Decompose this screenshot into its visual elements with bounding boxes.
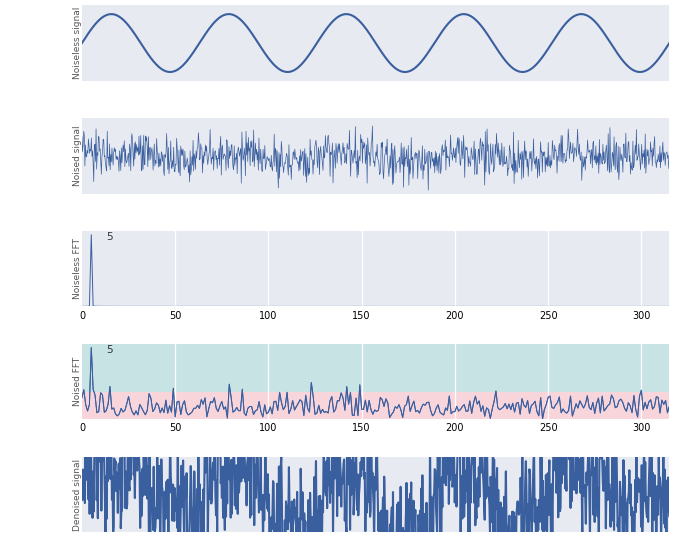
Bar — [82, 392, 669, 419]
Y-axis label: Noiseless FFT: Noiseless FFT — [73, 238, 82, 299]
Y-axis label: Noised signal: Noised signal — [73, 125, 82, 186]
Text: 5: 5 — [106, 232, 113, 243]
Y-axis label: Noised FFT: Noised FFT — [73, 357, 82, 406]
Text: 5: 5 — [106, 345, 113, 355]
Y-axis label: Noiseless signal: Noiseless signal — [73, 7, 82, 79]
Bar — [82, 344, 669, 392]
Y-axis label: Denoised signal: Denoised signal — [73, 458, 82, 531]
